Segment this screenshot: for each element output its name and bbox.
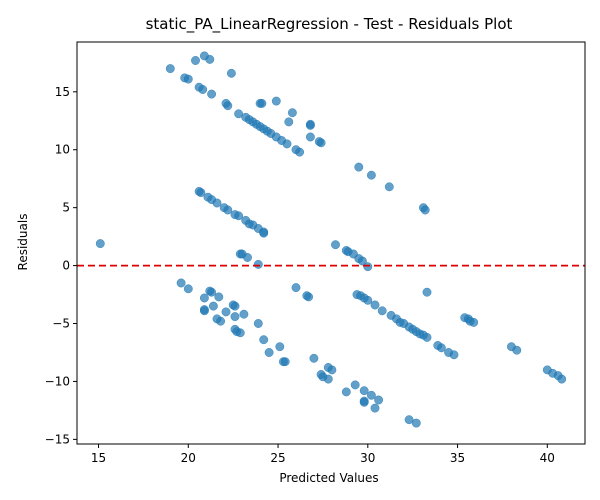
data-point xyxy=(234,211,244,221)
x-tick-label: 20 xyxy=(181,451,196,465)
data-point xyxy=(350,380,360,390)
y-tick-label: 15 xyxy=(55,85,70,99)
data-point xyxy=(253,319,263,328)
data-point xyxy=(230,312,240,322)
data-point xyxy=(199,293,209,303)
data-point xyxy=(259,335,269,345)
y-tick-label: 0 xyxy=(62,259,70,273)
y-tick-label: −10 xyxy=(45,374,70,388)
y-tick-label: −5 xyxy=(52,317,70,331)
data-point xyxy=(449,350,459,360)
data-point xyxy=(191,56,200,65)
data-point xyxy=(363,295,373,305)
y-tick-label: 10 xyxy=(55,143,70,157)
data-point xyxy=(295,147,305,157)
data-point xyxy=(165,64,175,74)
data-point xyxy=(235,328,245,338)
data-point xyxy=(305,120,315,130)
data-point xyxy=(284,117,294,127)
data-point xyxy=(264,348,274,357)
data-point xyxy=(208,301,218,311)
data-point xyxy=(354,162,364,172)
data-point xyxy=(183,74,193,84)
data-point xyxy=(95,239,105,249)
data-point xyxy=(357,256,367,266)
data-point xyxy=(207,287,217,297)
data-point xyxy=(366,170,376,180)
data-point xyxy=(207,89,217,99)
data-point xyxy=(253,259,263,269)
y-tick-label: 5 xyxy=(62,201,70,215)
data-point xyxy=(316,138,326,148)
data-point xyxy=(212,198,222,208)
data-point xyxy=(327,365,337,375)
data-point xyxy=(309,353,319,363)
data-point xyxy=(216,316,226,326)
data-point xyxy=(205,54,215,64)
data-point xyxy=(377,306,387,316)
data-point xyxy=(363,262,373,272)
data-point xyxy=(287,108,297,118)
x-axis: 15 20 25 30 35 40 xyxy=(91,444,555,465)
data-point xyxy=(422,287,432,297)
data-point xyxy=(384,182,394,192)
data-point xyxy=(183,284,193,294)
data-point xyxy=(198,85,208,94)
y-tick-label: −15 xyxy=(45,432,70,446)
data-point xyxy=(323,374,333,384)
data-point xyxy=(199,306,209,316)
plot-frame xyxy=(76,41,586,445)
x-tick-label: 25 xyxy=(270,451,285,465)
data-point xyxy=(370,300,380,310)
x-tick-label: 30 xyxy=(360,451,375,465)
data-point xyxy=(404,415,414,425)
data-point xyxy=(422,332,432,342)
data-point xyxy=(370,403,380,413)
data-point xyxy=(331,240,340,250)
data-point xyxy=(291,283,301,293)
data-point xyxy=(305,132,315,142)
data-point xyxy=(275,342,285,352)
data-point xyxy=(176,278,186,288)
data-point xyxy=(359,386,369,396)
data-point xyxy=(282,139,292,149)
data-point xyxy=(374,395,384,405)
data-point xyxy=(436,343,446,353)
data-point xyxy=(366,390,376,400)
data-point xyxy=(221,307,231,317)
data-point xyxy=(243,253,252,262)
data-point xyxy=(280,357,290,367)
x-tick-label: 15 xyxy=(91,451,106,465)
y-axis-label: Residuals xyxy=(16,214,30,271)
data-point xyxy=(512,345,522,355)
data-point xyxy=(214,292,224,302)
data-point xyxy=(469,317,479,327)
data-point xyxy=(304,292,314,302)
x-axis-label: Predicted Values xyxy=(279,471,378,485)
y-axis: −15 −10 −5 0 5 10 15 xyxy=(45,85,77,446)
data-point xyxy=(259,228,269,238)
data-point xyxy=(257,98,267,108)
data-point xyxy=(557,374,567,384)
chart-title: static_PA_LinearRegression - Test - Resi… xyxy=(146,15,513,34)
x-tick-label: 40 xyxy=(540,451,555,465)
data-point xyxy=(359,397,369,407)
x-tick-label: 35 xyxy=(450,451,465,465)
data-point xyxy=(230,301,240,311)
data-point xyxy=(234,109,244,119)
data-point xyxy=(341,387,351,397)
data-point xyxy=(239,309,249,319)
data-point xyxy=(226,68,236,78)
data-point xyxy=(223,101,233,111)
points-layer xyxy=(95,51,567,428)
data-point xyxy=(411,418,421,428)
data-point xyxy=(196,188,206,198)
data-point xyxy=(271,96,281,106)
data-point xyxy=(223,205,233,215)
data-point xyxy=(420,205,430,215)
